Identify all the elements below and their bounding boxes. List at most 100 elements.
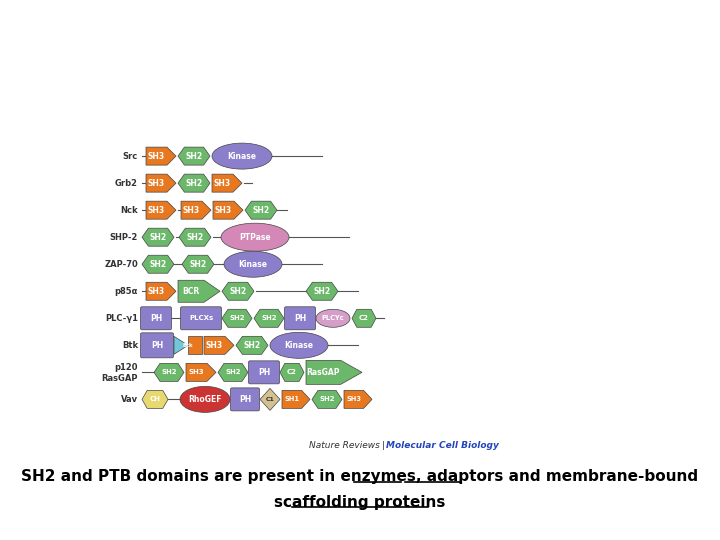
Polygon shape (142, 228, 174, 246)
Text: BCR: BCR (182, 287, 199, 296)
Ellipse shape (316, 309, 350, 327)
Text: Btk: Btk (122, 341, 138, 350)
Polygon shape (212, 174, 242, 192)
FancyBboxPatch shape (248, 361, 279, 384)
Text: SH2: SH2 (186, 233, 204, 242)
Text: Nck: Nck (120, 206, 138, 215)
Polygon shape (254, 309, 284, 327)
Text: C2: C2 (287, 369, 297, 375)
Text: SH3: SH3 (183, 206, 200, 215)
Text: SH2: SH2 (319, 396, 335, 402)
Polygon shape (182, 255, 214, 273)
Text: Nature Reviews: Nature Reviews (309, 441, 380, 449)
Text: SH2: SH2 (186, 179, 202, 187)
Polygon shape (218, 363, 248, 381)
Text: p85α: p85α (114, 287, 138, 296)
Text: SHP-2: SHP-2 (109, 233, 138, 242)
Polygon shape (154, 363, 184, 381)
Text: Src: Src (122, 152, 138, 160)
Polygon shape (142, 390, 168, 408)
Text: RasGAP: RasGAP (307, 368, 340, 377)
FancyBboxPatch shape (181, 307, 222, 330)
Polygon shape (204, 336, 234, 354)
Polygon shape (146, 147, 176, 165)
Text: SH3: SH3 (215, 206, 232, 215)
Text: C1: C1 (266, 397, 274, 402)
Text: Kinase: Kinase (228, 152, 256, 160)
Polygon shape (178, 174, 210, 192)
Polygon shape (146, 201, 176, 219)
Ellipse shape (212, 143, 272, 169)
FancyBboxPatch shape (284, 307, 315, 330)
Text: SH3: SH3 (189, 369, 204, 375)
Text: SH2: SH2 (243, 341, 261, 350)
Polygon shape (280, 363, 304, 381)
Text: SH1: SH1 (284, 396, 300, 402)
Text: SH2: SH2 (313, 287, 330, 296)
Text: PTPase: PTPase (239, 233, 271, 242)
Text: p120: p120 (114, 363, 138, 372)
Polygon shape (282, 390, 310, 408)
Text: PH: PH (150, 314, 162, 323)
Polygon shape (236, 336, 268, 354)
Polygon shape (312, 390, 342, 408)
Text: SH2: SH2 (150, 233, 166, 242)
Text: Kinase: Kinase (284, 341, 313, 350)
Polygon shape (146, 174, 176, 192)
Ellipse shape (221, 223, 289, 251)
Polygon shape (260, 388, 280, 410)
Text: SH2: SH2 (186, 152, 202, 160)
Text: SH2 and PTB domains are present in enzymes, adaptors and membrane-bound: SH2 and PTB domains are present in enzym… (22, 469, 698, 484)
Text: Btk: Btk (183, 343, 193, 348)
Text: scaffolding proteins: scaffolding proteins (274, 495, 446, 510)
FancyBboxPatch shape (140, 333, 174, 358)
Polygon shape (178, 280, 220, 302)
Text: PLCXs: PLCXs (189, 315, 213, 321)
Text: RasGAP: RasGAP (102, 374, 138, 383)
Text: SH2: SH2 (161, 369, 176, 375)
Polygon shape (306, 282, 338, 300)
Text: Molecular Cell Biology: Molecular Cell Biology (386, 441, 499, 449)
Polygon shape (188, 336, 202, 354)
Text: SH3: SH3 (148, 179, 165, 187)
Polygon shape (142, 255, 174, 273)
Polygon shape (179, 228, 211, 246)
Polygon shape (178, 147, 210, 165)
FancyBboxPatch shape (140, 307, 171, 330)
Text: ZAP-70: ZAP-70 (104, 260, 138, 269)
Polygon shape (174, 336, 188, 354)
Text: SH2: SH2 (229, 315, 245, 321)
Polygon shape (222, 309, 252, 327)
Text: SH2: SH2 (150, 260, 166, 269)
Text: PLC-γ1: PLC-γ1 (105, 314, 138, 323)
Text: SH2: SH2 (225, 369, 240, 375)
Text: RhoGEF: RhoGEF (188, 395, 222, 404)
Text: SH3: SH3 (346, 396, 361, 402)
Polygon shape (146, 282, 176, 300)
Text: PH: PH (294, 314, 306, 323)
Text: PH: PH (239, 395, 251, 404)
Text: CH: CH (150, 396, 161, 402)
Polygon shape (344, 390, 372, 408)
Polygon shape (245, 201, 277, 219)
Polygon shape (181, 201, 211, 219)
Text: Kinase: Kinase (238, 260, 268, 269)
Polygon shape (352, 309, 376, 327)
FancyBboxPatch shape (230, 388, 259, 411)
Polygon shape (186, 363, 216, 381)
Ellipse shape (224, 251, 282, 277)
Text: SH2: SH2 (253, 206, 269, 215)
Text: SH3: SH3 (148, 152, 165, 160)
Text: SH3: SH3 (148, 206, 165, 215)
Text: Grb2: Grb2 (115, 179, 138, 187)
Polygon shape (306, 360, 362, 384)
Polygon shape (222, 282, 254, 300)
Text: |: | (382, 441, 384, 449)
Text: Vav: Vav (121, 395, 138, 404)
Ellipse shape (270, 332, 328, 359)
Text: SH3: SH3 (206, 341, 223, 350)
Text: C2: C2 (359, 315, 369, 321)
Ellipse shape (180, 387, 230, 413)
Text: PLCYc: PLCYc (322, 315, 344, 321)
Text: PH: PH (151, 341, 163, 350)
